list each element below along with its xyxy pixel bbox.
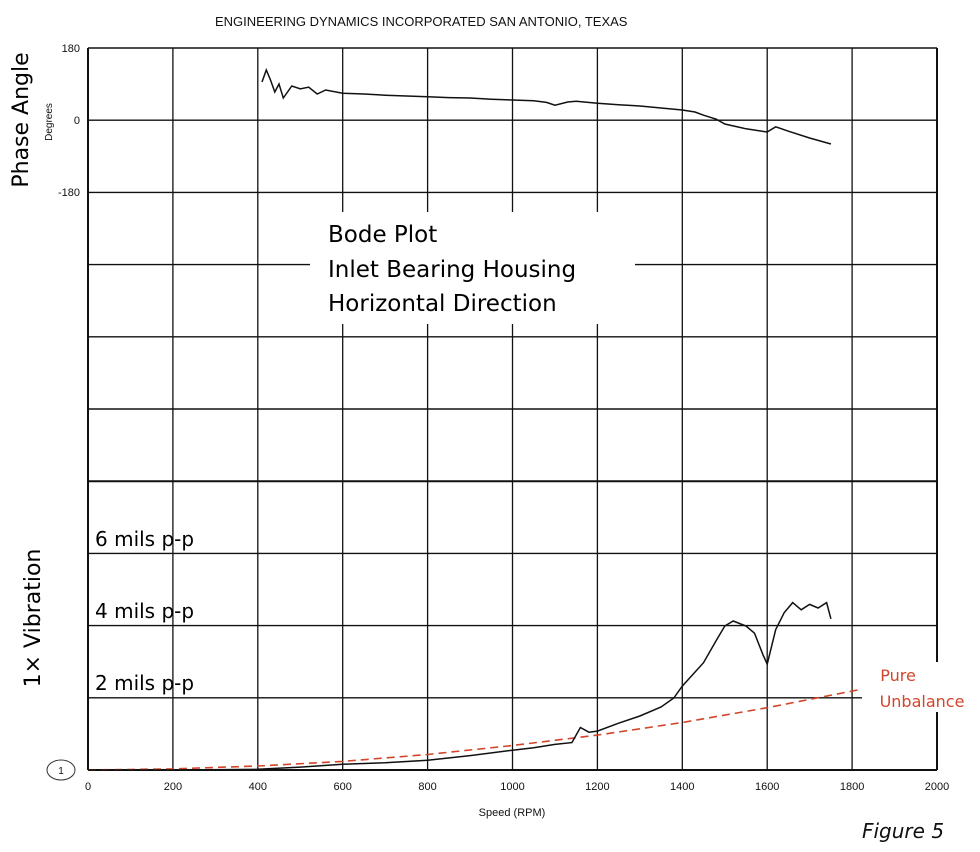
- vibration-series-line: [88, 601, 832, 771]
- x-tick-label: 1600: [755, 781, 779, 793]
- circle-marker: [46, 759, 76, 781]
- legend-pure: Pure: [880, 666, 916, 685]
- phase-y-label: Phase Angle: [9, 52, 34, 187]
- x-axis-label: Speed (RPM): [479, 807, 546, 819]
- x-tick-label: 800: [418, 781, 436, 793]
- grid: [87, 47, 938, 771]
- phase-tick-label: 0: [74, 115, 80, 127]
- phase-tick-label: 180: [62, 43, 80, 55]
- x-tick-label: 600: [334, 781, 352, 793]
- figure-label: Figure 5: [862, 819, 944, 843]
- legend-background: [862, 662, 978, 712]
- x-tick-label: 200: [164, 781, 182, 793]
- annotation-line-1: Bode Plot: [328, 222, 437, 248]
- vibration-y-label: 1× Vibration: [21, 549, 46, 688]
- vibration-tick-label: 4 mils p-p: [95, 599, 194, 623]
- phase-units-label: Degrees: [44, 103, 55, 141]
- x-tick-label: 400: [249, 781, 267, 793]
- header-text: ENGINEERING DYNAMICS INCORPORATED SAN AN…: [215, 14, 628, 29]
- pure-unbalance-line: [87, 688, 861, 771]
- x-tick-label: 1200: [585, 781, 609, 793]
- annotation-background: [310, 212, 635, 324]
- x-tick-label: 2000: [925, 781, 949, 793]
- x-tick-label: 1400: [670, 781, 694, 793]
- annotation-line-3: Horizontal Direction: [328, 291, 557, 317]
- circle-marker-label: 1: [58, 766, 64, 777]
- phase-tick-label: -180: [58, 187, 80, 199]
- vibration-tick-label: 2 mils p-p: [95, 671, 194, 695]
- x-tick-label: 0: [85, 781, 91, 793]
- phase-series-line: [261, 67, 832, 145]
- phase-ticks: 180 0 -180: [58, 43, 80, 199]
- legend-unbalance: Unbalance: [880, 692, 965, 711]
- x-ticks: 0 200 400 600 800 1000 1200 1400 1600 1800 2000: [85, 781, 949, 793]
- vibration-tick-label: 6 mils p-p: [95, 527, 194, 551]
- x-tick-label: 1000: [500, 781, 524, 793]
- vibration-level-labels: 2 mils p-p 4 mils p-p 6 mils p-p: [95, 527, 194, 695]
- series: [87, 67, 861, 771]
- x-tick-label: 1800: [840, 781, 864, 793]
- annotation-line-2: Inlet Bearing Housing: [328, 257, 576, 283]
